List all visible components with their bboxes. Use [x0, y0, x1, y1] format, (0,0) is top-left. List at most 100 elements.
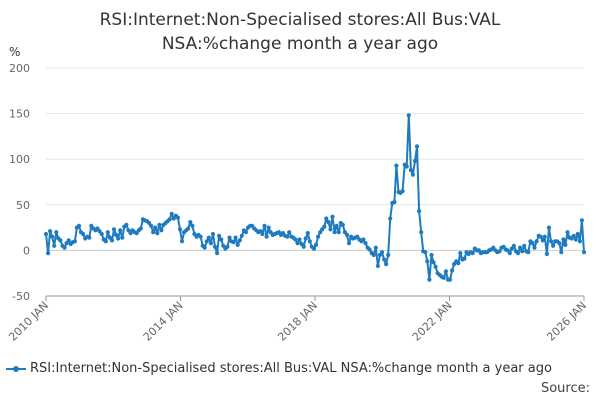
- data-point: [530, 241, 535, 246]
- data-point: [441, 275, 446, 280]
- data-point: [410, 172, 415, 177]
- data-point: [151, 230, 156, 235]
- data-point: [427, 277, 432, 282]
- data-point: [515, 251, 521, 256]
- data-point: [542, 234, 547, 239]
- data-point: [386, 252, 391, 258]
- data-point: [186, 226, 191, 231]
- data-point: [179, 239, 185, 244]
- data-point: [382, 257, 387, 262]
- data-point: [260, 231, 265, 237]
- chart-title: RSI:Internet:Non-Specialised stores:All …: [0, 8, 600, 56]
- data-point: [204, 239, 209, 244]
- data-point: [175, 215, 180, 220]
- data-point: [394, 163, 399, 168]
- y-tick-label: -50: [12, 290, 30, 303]
- data-point: [43, 231, 49, 237]
- data-point: [497, 249, 502, 254]
- data-point: [577, 239, 583, 244]
- data-point: [287, 230, 292, 235]
- data-point: [425, 259, 430, 264]
- data-point: [557, 241, 562, 246]
- data-point: [458, 251, 463, 256]
- data-point: [66, 238, 71, 243]
- data-point: [266, 225, 271, 230]
- data-point: [379, 250, 385, 255]
- data-point: [237, 238, 242, 243]
- data-point: [340, 222, 345, 227]
- data-point: [262, 223, 267, 228]
- data-point: [167, 217, 172, 222]
- data-point: [50, 234, 55, 239]
- data-point: [303, 236, 308, 241]
- data-point: [447, 277, 453, 282]
- data-point: [408, 168, 413, 173]
- y-tick-label: 50: [16, 199, 30, 212]
- series-line: [45, 114, 585, 281]
- data-point: [316, 234, 321, 239]
- y-tick-label: 0: [23, 244, 30, 257]
- data-point: [62, 245, 67, 250]
- data-point: [561, 237, 566, 242]
- data-point: [400, 189, 405, 194]
- data-point: [575, 231, 580, 237]
- data-point: [227, 235, 232, 240]
- x-tick-label: 2026 JAN: [544, 299, 589, 344]
- legend-label: RSI:Internet:Non-Specialised stores:All …: [30, 361, 552, 376]
- data-point: [332, 230, 337, 235]
- x-tick-label: 2010 JAN: [6, 299, 51, 344]
- data-point: [367, 247, 372, 252]
- data-point: [456, 261, 461, 266]
- gridlines: [46, 67, 584, 297]
- data-point: [462, 256, 467, 261]
- data-point: [371, 252, 376, 258]
- data-point: [417, 209, 422, 214]
- x-tick-label: 2018 JAN: [275, 299, 320, 344]
- data-point: [111, 227, 117, 232]
- data-point: [470, 251, 475, 256]
- data-point: [404, 164, 409, 169]
- chart-title-line-1: RSI:Internet:Non-Specialised stores:All …: [99, 10, 501, 30]
- data-point: [202, 245, 207, 250]
- data-point: [443, 269, 448, 274]
- data-point: [429, 252, 434, 258]
- data-point: [559, 250, 564, 255]
- y-tick-label: 100: [9, 153, 30, 166]
- data-point: [198, 234, 203, 239]
- data-point: [87, 235, 92, 240]
- data-point: [149, 223, 154, 228]
- data-point: [235, 242, 240, 247]
- data-point: [177, 227, 183, 232]
- data-point: [526, 250, 531, 255]
- data-point: [153, 225, 158, 230]
- data-point: [169, 211, 174, 216]
- data-point: [109, 238, 115, 243]
- data-point: [373, 245, 378, 250]
- legend[interactable]: RSI:Internet:Non-Specialised stores:All …: [6, 361, 552, 376]
- data-point: [540, 238, 545, 243]
- data-point: [212, 244, 218, 249]
- data-point: [538, 234, 543, 239]
- data-point: [392, 200, 397, 205]
- data-point: [450, 268, 455, 273]
- y-axis-label: %: [9, 45, 20, 59]
- data-point: [518, 245, 523, 250]
- data-point: [311, 246, 317, 251]
- data-point: [159, 228, 164, 233]
- data-point: [511, 243, 516, 248]
- data-point: [336, 230, 341, 235]
- data-point: [81, 231, 86, 237]
- data-point: [313, 242, 319, 247]
- data-point: [414, 144, 420, 149]
- data-point: [295, 241, 300, 246]
- legend-marker-icon: [6, 364, 26, 373]
- data-point: [188, 220, 193, 225]
- data-point: [99, 231, 104, 237]
- data-point: [215, 251, 220, 256]
- data-point: [52, 243, 57, 248]
- data-point: [375, 263, 380, 268]
- data-point: [208, 241, 213, 246]
- chart-title-line-2: NSA:%change month a year ago: [161, 34, 439, 54]
- data-point: [330, 214, 335, 219]
- data-point: [48, 229, 53, 234]
